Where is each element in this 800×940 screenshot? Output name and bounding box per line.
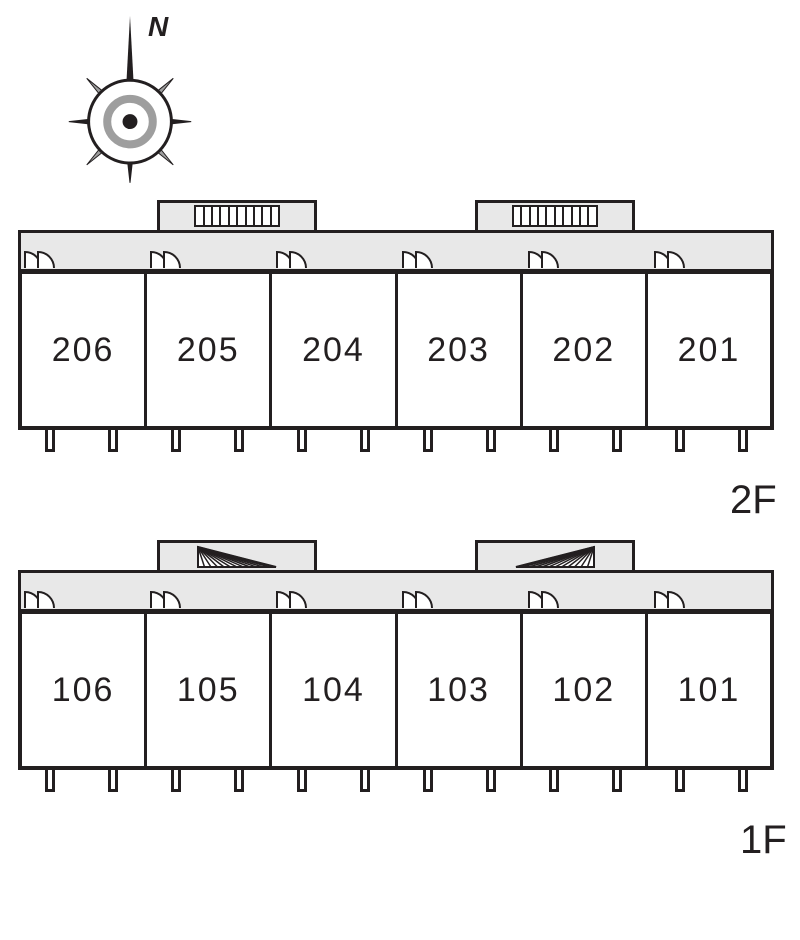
balcony-post: [549, 430, 559, 452]
balcony: [396, 770, 522, 792]
balcony-post: [45, 430, 55, 452]
door-swing: [288, 250, 310, 270]
unit-205: 205: [144, 274, 269, 426]
compass-rose: N: [40, 10, 220, 190]
stair-treads: [512, 205, 598, 227]
balcony-post: [234, 770, 244, 792]
balcony-post: [45, 770, 55, 792]
balcony-post: [486, 430, 496, 452]
door-swing: [288, 590, 310, 610]
door-swing: [36, 250, 58, 270]
balcony: [270, 770, 396, 792]
unit-label: 102: [552, 671, 615, 710]
balcony-row: [18, 770, 774, 792]
door-swing: [666, 250, 688, 270]
unit-label: 104: [302, 671, 365, 710]
balcony-post: [108, 770, 118, 792]
balcony: [396, 430, 522, 452]
floor-label: 2F: [730, 478, 777, 523]
unit-105: 105: [144, 614, 269, 766]
stair-treads: [512, 543, 598, 569]
door-swing: [540, 590, 562, 610]
unit-label: 203: [427, 331, 490, 370]
balcony-post: [675, 770, 685, 792]
balcony-post: [423, 430, 433, 452]
balcony-post: [612, 770, 622, 792]
unit-label: 201: [678, 331, 741, 370]
door-swing: [36, 590, 58, 610]
balcony-post: [486, 770, 496, 792]
door-swing: [414, 250, 436, 270]
balcony-post: [675, 430, 685, 452]
balcony-row: [18, 430, 774, 452]
balcony-post: [171, 770, 181, 792]
balcony: [18, 770, 144, 792]
unit-label: 204: [302, 331, 365, 370]
unit-label: 206: [52, 331, 115, 370]
floorplan-canvas: N: [0, 0, 800, 940]
door-swing: [414, 590, 436, 610]
unit-203: 203: [395, 274, 520, 426]
unit-label: 106: [52, 671, 115, 710]
unit-label: 101: [678, 671, 741, 710]
stair-treads: [194, 543, 280, 569]
unit-103: 103: [395, 614, 520, 766]
unit-206: 206: [22, 274, 144, 426]
balcony-post: [612, 430, 622, 452]
units-row: 206 205 204 203 202 201: [18, 270, 774, 430]
unit-label: 103: [427, 671, 490, 710]
balcony-post: [297, 770, 307, 792]
balcony: [522, 770, 648, 792]
svg-text:N: N: [148, 11, 169, 42]
balcony-post: [171, 430, 181, 452]
balcony-post: [108, 430, 118, 452]
door-swing: [666, 590, 688, 610]
unit-104: 104: [269, 614, 394, 766]
unit-106: 106: [22, 614, 144, 766]
unit-label: 202: [552, 331, 615, 370]
door-swing: [540, 250, 562, 270]
balcony: [648, 770, 774, 792]
unit-204: 204: [269, 274, 394, 426]
balcony-post: [549, 770, 559, 792]
unit-label: 105: [177, 671, 240, 710]
balcony: [144, 770, 270, 792]
balcony-post: [738, 430, 748, 452]
unit-101: 101: [645, 614, 770, 766]
balcony-post: [360, 770, 370, 792]
balcony-post: [297, 430, 307, 452]
balcony-post: [360, 430, 370, 452]
balcony: [648, 430, 774, 452]
balcony: [18, 430, 144, 452]
door-swing: [162, 590, 184, 610]
unit-202: 202: [520, 274, 645, 426]
units-row: 106 105 104 103 102 101: [18, 610, 774, 770]
floor-label: 1F: [740, 818, 787, 863]
stair-treads: [194, 205, 280, 227]
balcony-post: [738, 770, 748, 792]
balcony-post: [423, 770, 433, 792]
unit-201: 201: [645, 274, 770, 426]
unit-label: 205: [177, 331, 240, 370]
balcony: [270, 430, 396, 452]
balcony: [144, 430, 270, 452]
balcony: [522, 430, 648, 452]
balcony-post: [234, 430, 244, 452]
unit-102: 102: [520, 614, 645, 766]
door-swing: [162, 250, 184, 270]
